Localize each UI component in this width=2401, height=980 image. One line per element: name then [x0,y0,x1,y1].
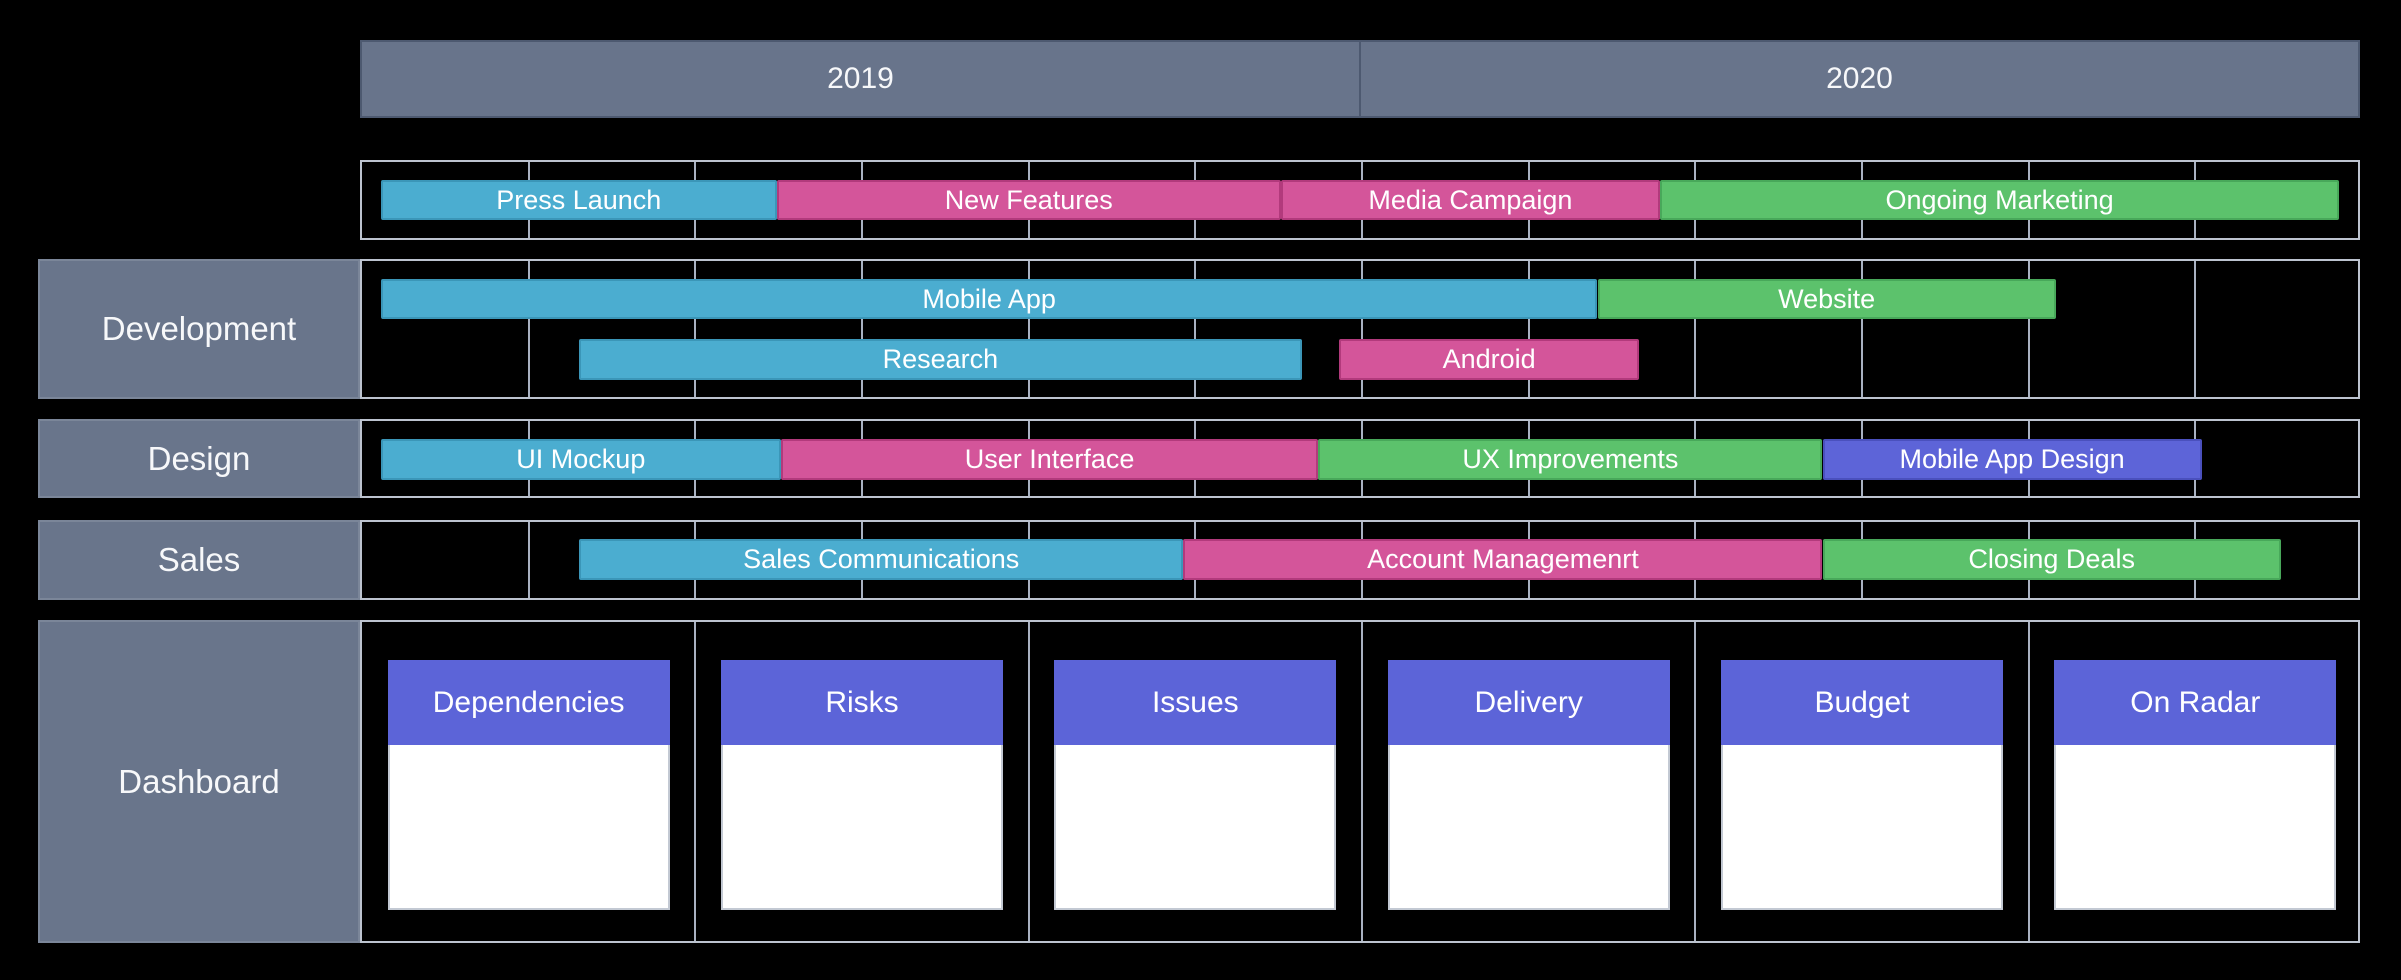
dashboard-card-delivery[interactable]: Delivery [1387,660,1670,910]
gantt-box-marketing: Press Launch New Features Media Campaign On… [360,160,2360,240]
dashboard-card-title-issues: Issues [1054,660,1337,745]
gantt-row-sales: Sales Sales Communications Account Managem… [0,520,2401,600]
dashboard-card-budget[interactable]: Budget [1721,660,2003,910]
gridline [527,261,530,397]
dashboard-card-title-on-radar: On Radar [2054,660,2337,745]
gantt-bar-ongoing-marketing[interactable]: Ongoing Marketing [1660,180,2340,220]
gantt-bar-android[interactable]: Android [1339,339,1640,380]
dashboard-card-dependencies[interactable]: Dependencies [387,660,670,910]
gantt-bar-new-features[interactable]: New Features [776,180,1281,220]
dashboard-box: Dependencies Risks Issues Delivery Budget On … [360,620,2360,943]
row-label-design[interactable]: Design [38,419,360,498]
gantt-bar-closing-deals[interactable]: Closing Deals [1822,539,2281,580]
gridline [527,522,530,598]
year-cell-2020[interactable]: 2020 [1359,42,2358,116]
gridline [1694,261,1697,397]
dashboard-section-divider [1027,622,1030,941]
dashboard-card-issues[interactable]: Issues [1054,660,1337,910]
year-cell-2019[interactable]: 2019 [827,62,894,95]
gridline [694,261,697,397]
gridline [2027,261,2030,397]
gantt-box-sales: Sales Communications Account Managemenrt C… [360,520,2360,600]
gantt-bar-media-campaign[interactable]: Media Campaign [1280,180,1660,220]
dashboard-card-title-risks: Risks [721,660,1003,745]
gantt-row-development: Development Mobile App Website Research Andr… [0,259,2401,399]
gantt-box-design: UI Mockup User Interface UX Improvements Mo… [360,419,2360,498]
row-label-dashboard[interactable]: Dashboard [38,620,360,943]
gantt-bar-ux-improvements[interactable]: UX Improvements [1318,439,1823,480]
gantt-bar-account-managemenrt[interactable]: Account Managemenrt [1183,539,1823,580]
gridline [2194,261,2197,397]
dashboard-card-title-budget: Budget [1721,660,2003,745]
dashboard-section-divider [1694,622,1697,941]
gridline [1861,261,1863,397]
dashboard-row: Dashboard Dependencies Risks Issues Deliver… [0,620,2401,943]
gantt-bar-ui-mockup[interactable]: UI Mockup [380,439,781,480]
dashboard-section-divider [1361,622,1363,941]
gridline [1027,261,1030,397]
row-label-development[interactable]: Development [38,259,360,399]
gridline [861,261,863,397]
dashboard-section-divider [2027,622,2030,941]
gantt-bar-mobile-app-design[interactable]: Mobile App Design [1822,439,2202,480]
gantt-box-development: Mobile App Website Research Android [360,259,2360,399]
gantt-bar-research[interactable]: Research [579,339,1302,380]
gridline [1361,261,1363,397]
gantt-bar-mobile-app[interactable]: Mobile App [380,279,1598,319]
gantt-row-design: Design UI Mockup User Interface UX Improvem… [0,419,2401,498]
gantt-bar-website[interactable]: Website [1597,279,2056,319]
dashboard-card-title-delivery: Delivery [1387,660,1670,745]
dashboard-section-divider [694,622,697,941]
gridline [1527,261,1530,397]
dashboard-card-title-dependencies: Dependencies [387,660,670,745]
dashboard-card-risks[interactable]: Risks [721,660,1003,910]
gridline [1194,261,1197,397]
dashboard-card-on-radar[interactable]: On Radar [2054,660,2337,910]
gantt-bar-sales-communications[interactable]: Sales Communications [579,539,1184,580]
row-label-sales[interactable]: Sales [38,520,360,600]
gantt-row-marketing: Press Launch New Features Media Campaign On… [0,160,2401,240]
gantt-bar-press-launch[interactable]: Press Launch [380,180,777,220]
gantt-bar-user-interface[interactable]: User Interface [780,439,1319,480]
timeline-year-header: 2019 2020 [360,40,2360,118]
